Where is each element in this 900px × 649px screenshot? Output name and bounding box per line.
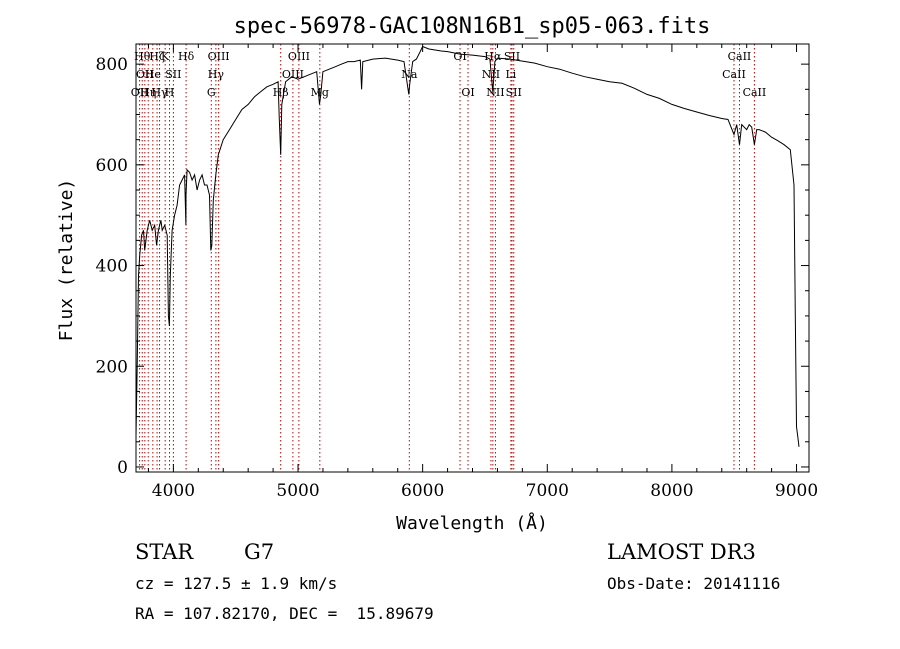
line-marker-label: NII [482, 68, 500, 81]
y-tick-label: 400 [96, 257, 128, 277]
line-marker-label: NII [486, 86, 504, 99]
survey-label: LAMOST DR3 [607, 540, 756, 564]
chart-title: spec-56978-GAC108N16B1_sp05-063.fits [234, 14, 711, 39]
line-marker-label: Na [401, 68, 418, 81]
line-marker-label: Hβ [273, 86, 289, 99]
object-subclass: G7 [244, 540, 275, 564]
x-tick-label: 6000 [401, 481, 444, 501]
y-axis-label: Flux (relative) [56, 179, 77, 342]
line-marker-label: CaII [728, 50, 752, 63]
flux-series-line [135, 45, 800, 447]
line-marker-label: SII [504, 50, 520, 63]
coordinates: RA = 107.82170, DEC = 15.89679 [135, 604, 434, 623]
x-tick-label: 5000 [276, 481, 319, 501]
x-tick-label: 4000 [152, 481, 195, 501]
obs-date: Obs-Date: 20141116 [607, 574, 781, 593]
line-marker-label: OIII [208, 50, 230, 63]
line-marker-label: CaII [722, 68, 746, 81]
line-marker-label: Hζ [149, 50, 165, 63]
line-marker-label: Hη [140, 86, 156, 99]
x-axis-label: Wavelength (Å) [396, 512, 548, 534]
line-marker-label: Hγ [208, 68, 225, 81]
line-marker-label: Hθ [134, 50, 151, 63]
line-marker-label: K [161, 50, 170, 63]
line-marker-label: Hα [484, 50, 502, 63]
axis-ticks: 4000 5000 6000 7000 8000 9000 0 200 400 600 800 [96, 44, 818, 501]
plot-frame [135, 43, 810, 473]
object-class: STAR [135, 540, 194, 564]
line-marker-label: He [145, 68, 161, 81]
line-marker-label: OIII [288, 50, 310, 63]
line-marker-layer [139, 44, 755, 472]
flux-series-layer [135, 45, 800, 447]
line-marker-label: Hγ [151, 86, 168, 99]
line-marker-label: OII [136, 68, 154, 81]
line-marker-label: H [165, 86, 175, 99]
y-tick-label: 0 [117, 458, 128, 478]
y-tick-label: 200 [96, 357, 128, 377]
line-marker-label: SII [165, 68, 181, 81]
x-tick-label: 8000 [650, 481, 693, 501]
line-marker-label: OIII [282, 68, 304, 81]
line-marker-label: OII [131, 86, 149, 99]
line-marker-label: OI [453, 50, 466, 63]
y-tick-label: 600 [96, 156, 128, 176]
line-marker-label-layer: OIIHθOIIHηHeHζHγKHSIIHδGHγOIIIHβOIIIOIII… [131, 50, 766, 99]
line-marker-label: G [207, 86, 216, 99]
x-tick-label: 9000 [775, 481, 818, 501]
line-marker-label: Li [505, 68, 516, 81]
line-marker-label: OI [461, 86, 474, 99]
redshift-readout: cz = 127.5 ± 1.9 km/s [135, 574, 338, 593]
line-marker-label: Hδ [178, 50, 195, 63]
line-marker-label: Mg [311, 86, 329, 99]
y-tick-label: 800 [96, 55, 128, 75]
x-tick-label: 7000 [526, 481, 569, 501]
line-marker-label: CaII [743, 86, 767, 99]
line-marker-label: SII [506, 86, 522, 99]
